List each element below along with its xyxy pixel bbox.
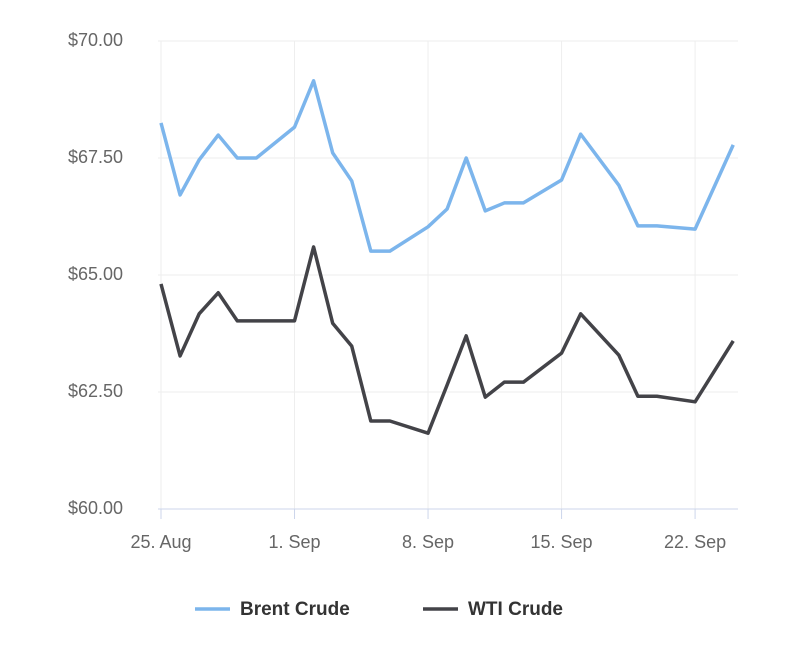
y-tick-label: $70.00 — [68, 30, 123, 50]
y-tick-label: $60.00 — [68, 498, 123, 518]
x-tick-label: 25. Aug — [130, 532, 191, 552]
legend-label[interactable]: Brent Crude — [240, 599, 350, 620]
y-tick-label: $67.50 — [68, 147, 123, 167]
series-line — [159, 79, 735, 253]
series-line — [159, 245, 735, 435]
x-tick-label: 8. Sep — [402, 532, 454, 552]
y-tick-label: $62.50 — [68, 381, 123, 401]
x-tick-label: 22. Sep — [664, 532, 726, 552]
x-tick-label: 1. Sep — [268, 532, 320, 552]
x-tick-label: 15. Sep — [531, 532, 593, 552]
legend-label[interactable]: WTI Crude — [468, 599, 563, 620]
y-tick-label: $65.00 — [68, 264, 123, 284]
